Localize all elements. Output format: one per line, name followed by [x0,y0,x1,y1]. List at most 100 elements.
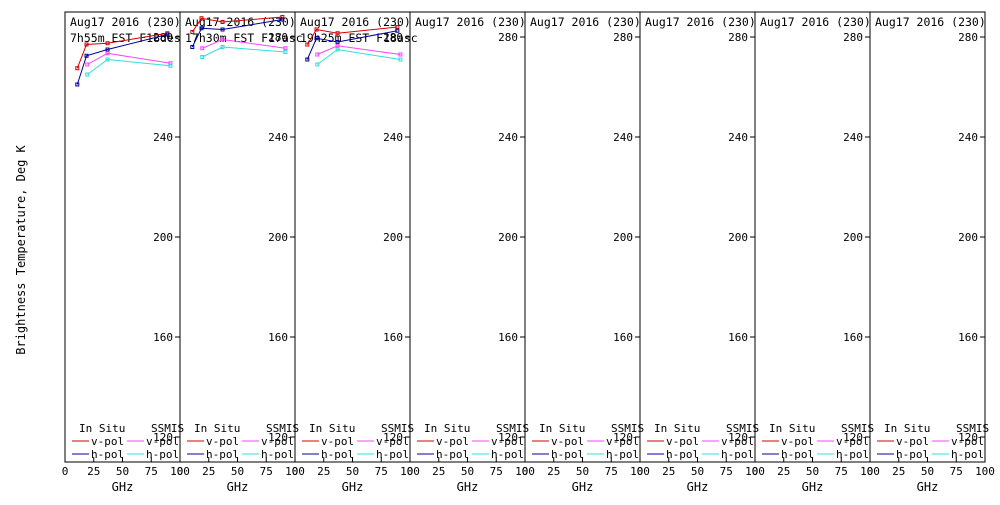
x-tick-label: 75 [145,465,158,478]
legend-ssmis-header: SSMIS [611,422,644,435]
data-point [280,17,285,22]
data-point [283,46,288,51]
legend-label: h-pol [951,448,984,461]
panel-8: 120 160 200 240 280 0 25 50 75 100 GHz Aug17 2016 (… [867,11,995,494]
x-tick-label: 50 [576,465,589,478]
panel-3: 120 160 200 240 280 0 25 50 75 100 GHz Aug17 2016 (… [292,11,420,494]
x-tick-label: 0 [637,465,644,478]
series-line-3 [87,52,171,65]
panel-4: 120 160 200 240 280 0 25 50 75 100 GHz Aug17 2016 (… [407,11,535,494]
x-tick-label: 100 [400,465,420,478]
data-point [165,32,170,37]
series-line-4 [317,48,401,65]
panel-5: 120 160 200 240 280 0 25 50 75 100 GHz Aug17 2016 (… [522,11,650,494]
legend-label: v-pol [376,435,409,448]
y-tick-label: 280 [498,31,518,44]
y-tick-label: 120 [728,431,748,444]
x-tick-label: 50 [231,465,244,478]
panel-title: Aug17 2016 (230) [530,15,641,29]
legend-ssmis-header: SSMIS [496,422,529,435]
legend-label: h-pol [91,448,124,461]
panel-subtitle: 17h30m EST F17asc [185,31,303,45]
x-tick-label: 25 [317,465,330,478]
x-tick-label: 75 [950,465,963,478]
x-tick-label: 100 [975,465,995,478]
x-axis-label: GHz [342,480,364,494]
x-tick-label: 0 [292,465,299,478]
data-point [305,57,310,62]
legend-label: v-pol [551,435,584,448]
panel-title: Aug17 2016 (230) [645,15,756,29]
legend-label: h-pol [896,448,929,461]
panel-title: Aug17 2016 (230) [300,15,411,29]
legend-insitu-header: In Situ [539,422,585,435]
data-point [335,40,340,44]
y-tick-label: 120 [958,431,978,444]
series-line-4 [202,46,286,58]
panel-title: Aug17 2016 (230) [70,15,181,29]
data-point [395,25,400,29]
legend-label: v-pol [951,435,984,448]
y-tick-label: 120 [613,431,633,444]
legend-label: h-pol [436,448,469,461]
series-line-1 [76,32,168,69]
legend-label: h-pol [261,448,294,461]
x-tick-label: 75 [260,465,273,478]
legend-label: v-pol [896,435,929,448]
y-tick-label: 120 [153,431,173,444]
data-point [315,52,320,57]
x-tick-label: 0 [62,465,69,478]
data-point [305,42,310,47]
x-tick-label: 50 [921,465,934,478]
panel-6: 120 160 200 240 280 0 25 50 75 100 GHz Aug17 2016 (… [637,11,765,494]
data-point [395,28,400,33]
legend-ssmis-header: SSMIS [956,422,989,435]
x-axis-label: GHz [917,480,939,494]
legend-label: v-pol [206,435,239,448]
data-point [85,72,90,77]
data-point [220,37,225,42]
data-point [199,26,204,31]
series-line-3 [317,45,401,55]
x-tick-label: 100 [630,465,650,478]
x-tick-label: 50 [116,465,129,478]
data-point [220,20,225,24]
x-axis-label: GHz [802,480,824,494]
x-tick-label: 25 [892,465,905,478]
y-tick-label: 160 [268,331,288,344]
x-tick-label: 25 [662,465,675,478]
y-tick-label: 200 [383,231,403,244]
legend-ssmis-header: SSMIS [266,422,299,435]
legend-label: h-pol [606,448,639,461]
x-tick-label: 0 [407,465,414,478]
x-tick-label: 100 [170,465,190,478]
data-point [84,42,89,47]
data-point [84,53,89,58]
legend-ssmis-header: SSMIS [381,422,414,435]
y-tick-label: 200 [613,231,633,244]
series-line-1 [191,16,283,33]
y-tick-label: 240 [153,131,173,144]
y-tick-label: 280 [728,31,748,44]
series-line-4 [87,58,171,75]
legend-ssmis-header: SSMIS [726,422,759,435]
panel-7: 120 160 200 240 280 0 25 50 75 100 GHz Aug17 2016 (… [752,11,880,494]
data-point [105,41,110,46]
y-tick-label: 160 [843,331,863,344]
legend-label: v-pol [261,435,294,448]
legend-label: v-pol [606,435,639,448]
y-axis-label: Brightness Temperature, Deg K [14,144,28,354]
y-tick-label: 240 [383,131,403,144]
legend-insitu-header: In Situ [79,422,125,435]
data-point [314,36,319,41]
legend-label: v-pol [721,435,754,448]
data-point [220,27,225,32]
x-tick-label: 0 [752,465,759,478]
legend-insitu-header: In Situ [309,422,355,435]
